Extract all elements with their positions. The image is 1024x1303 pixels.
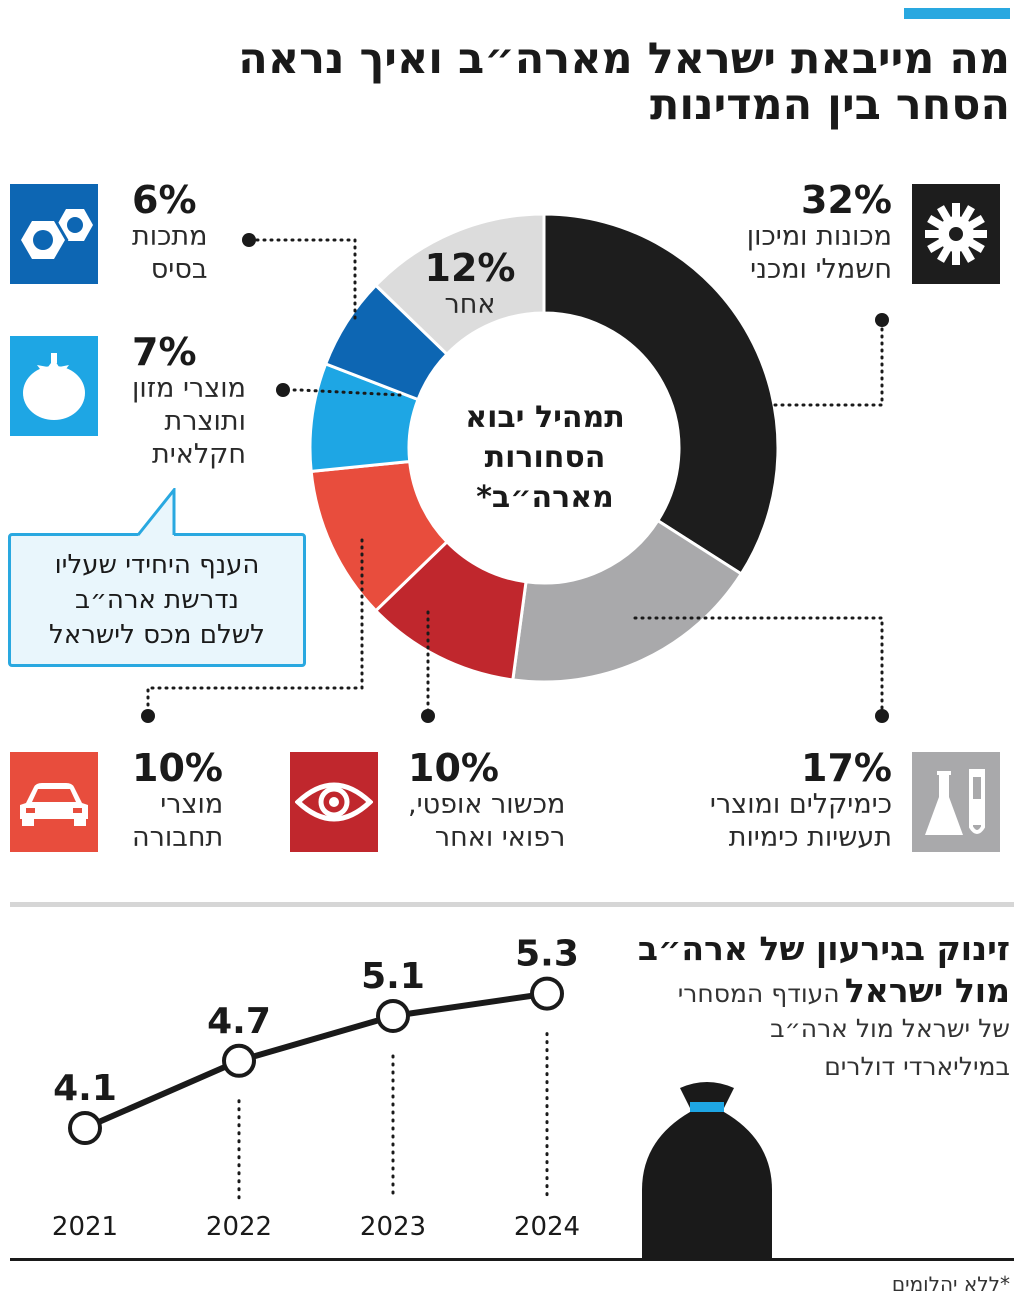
data-label: 4.1 (53, 1068, 117, 1109)
line-chart: 4.1 2021 4.7 2022 5.1 2023 5.3 2024 (52, 934, 580, 1242)
page-title-line2: הסחר בין המדינות (650, 80, 1010, 130)
donut-center-line2: הסחורות (484, 440, 606, 475)
donut-center-line3: מארה״ב* (476, 480, 614, 515)
food-pct: 7% (132, 330, 197, 374)
callout-line2: נדרשת ארה״ב (75, 585, 239, 615)
leader-lines (146, 238, 884, 715)
optical-label-1: מכשור אופטי, (408, 789, 566, 820)
leader-machinery (773, 320, 884, 407)
chemicals-legend: 17% כימיקלים ומוצרי תעשיות כימיות (710, 748, 892, 854)
metals-legend: 6% מתכות בסיס (132, 180, 207, 286)
gear-tooth (968, 215, 985, 229)
gear-tooth (937, 205, 951, 222)
gear-tooth (952, 203, 960, 217)
gear-tooth (927, 215, 944, 229)
money-bag-icon (642, 1082, 772, 1258)
food-legend: 7% מוצרי מזון ותוצרת חקלאית (132, 332, 246, 471)
leader-food (283, 388, 402, 397)
transport-icon-box (10, 752, 98, 852)
transport-label-2: תחבורה (132, 822, 224, 853)
line-sub-2: של ישראל מול ארה״ב (770, 1014, 1010, 1043)
deficit-line (83, 990, 548, 1131)
other-label: 12% אחר (400, 248, 540, 321)
gear-tooth (973, 230, 987, 238)
footnote: *ללא יהלומים (891, 1272, 1010, 1296)
gear-tooth (961, 205, 975, 222)
food-icon-box (10, 336, 98, 436)
data-label: 4.7 (207, 1001, 271, 1042)
car-icon (20, 783, 88, 826)
other-text: אחר (444, 289, 496, 320)
chemicals-label-1: כימיקלים ומוצרי (709, 789, 892, 820)
line-sub-3: במיליארדי דולרים (824, 1052, 1010, 1081)
gear-tooth (925, 230, 939, 238)
eye-icon (295, 782, 373, 822)
optical-label-2: רפואי ואחר (434, 822, 566, 853)
gear-icon (925, 203, 987, 265)
callout-box: הענף היחידי שעליו נדרשת ארה״ב לשלם מכס ל… (8, 533, 306, 667)
x-tick-label: 2022 (206, 1212, 272, 1242)
transport-legend: 10% מוצרי תחבורה (132, 748, 223, 854)
hex-nut-icon (17, 209, 93, 262)
donut-slice-machinery (542, 212, 780, 576)
line-heading-row2: מול ישראל העודף המסחרי (678, 972, 1010, 1010)
gear-tooth (968, 239, 985, 253)
optical-icon-box (290, 752, 378, 852)
accent-bar (904, 8, 1010, 19)
chemicals-pct: 17% (801, 746, 892, 790)
data-point (222, 1043, 256, 1078)
section-divider (10, 902, 1014, 907)
optical-pct: 10% (408, 746, 499, 790)
food-label-2: ותוצרת (164, 406, 246, 437)
line-heading-2: מול ישראל (844, 971, 1010, 1010)
data-point (376, 999, 410, 1033)
machinery-legend: 32% מכונות ומיכון חשמלי ומכני (747, 180, 892, 286)
food-label-3: חקלאית (152, 439, 246, 470)
leader-chemicals (633, 616, 884, 715)
bottom-baseline (10, 1258, 1014, 1261)
page-title: מה מייבאת ישראל מארה״ב ואיך נראה (238, 34, 1010, 84)
machinery-pct: 32% (801, 178, 892, 222)
data-point (530, 976, 564, 1011)
metals-label-1: מתכות (132, 221, 208, 252)
line-sub-inline: העודף המסחרי (677, 979, 840, 1008)
gear-tooth (961, 246, 975, 263)
metals-pct: 6% (132, 178, 197, 222)
data-point (68, 1111, 102, 1145)
food-label-1: מוצרי מזון (132, 373, 246, 404)
gear-tooth (937, 246, 951, 263)
x-tick-label: 2024 (514, 1212, 580, 1242)
chemicals-label-2: תעשיות כימיות (728, 822, 892, 853)
metals-label-2: בסיס (150, 254, 208, 285)
gear-tooth (927, 239, 944, 253)
line-heading-1: זינוק בגירעון של ארה״ב (637, 929, 1010, 968)
optical-legend: 10% מכשור אופטי, רפואי ואחר (408, 748, 565, 854)
leader-dots (141, 233, 889, 723)
x-tick-label: 2021 (52, 1212, 118, 1242)
donut-chart (141, 212, 889, 723)
donut-center-line1: תמהיל יבוא (465, 400, 625, 435)
leader-metals (249, 238, 357, 320)
x-tick-label: 2023 (360, 1212, 426, 1242)
donut-center-label: תמהיל יבוא הסחורות מארה״ב* (420, 398, 670, 518)
chemicals-icon-box (912, 752, 1000, 852)
machinery-icon-box (912, 184, 1000, 284)
metals-icon-box (10, 184, 98, 284)
callout-line1: הענף היחידי שעליו (54, 550, 260, 580)
machinery-label-2: חשמלי ומכני (750, 254, 892, 285)
tomato-icon (23, 353, 85, 420)
donut-slice-other (373, 212, 546, 357)
gear-tooth (952, 251, 960, 265)
machinery-label-1: מכונות ומיכון (746, 221, 892, 252)
other-pct: 12% (424, 246, 516, 290)
lab-flask-icon (925, 769, 985, 835)
donut-slice-chemicals (511, 518, 744, 684)
transport-label-1: מוצרי (160, 789, 224, 820)
transport-pct: 10% (132, 746, 223, 790)
data-label: 5.1 (361, 956, 425, 997)
callout-pointer (136, 488, 176, 536)
callout-line3: לשלם מכס לישראל (49, 620, 265, 650)
data-label: 5.3 (515, 934, 579, 975)
